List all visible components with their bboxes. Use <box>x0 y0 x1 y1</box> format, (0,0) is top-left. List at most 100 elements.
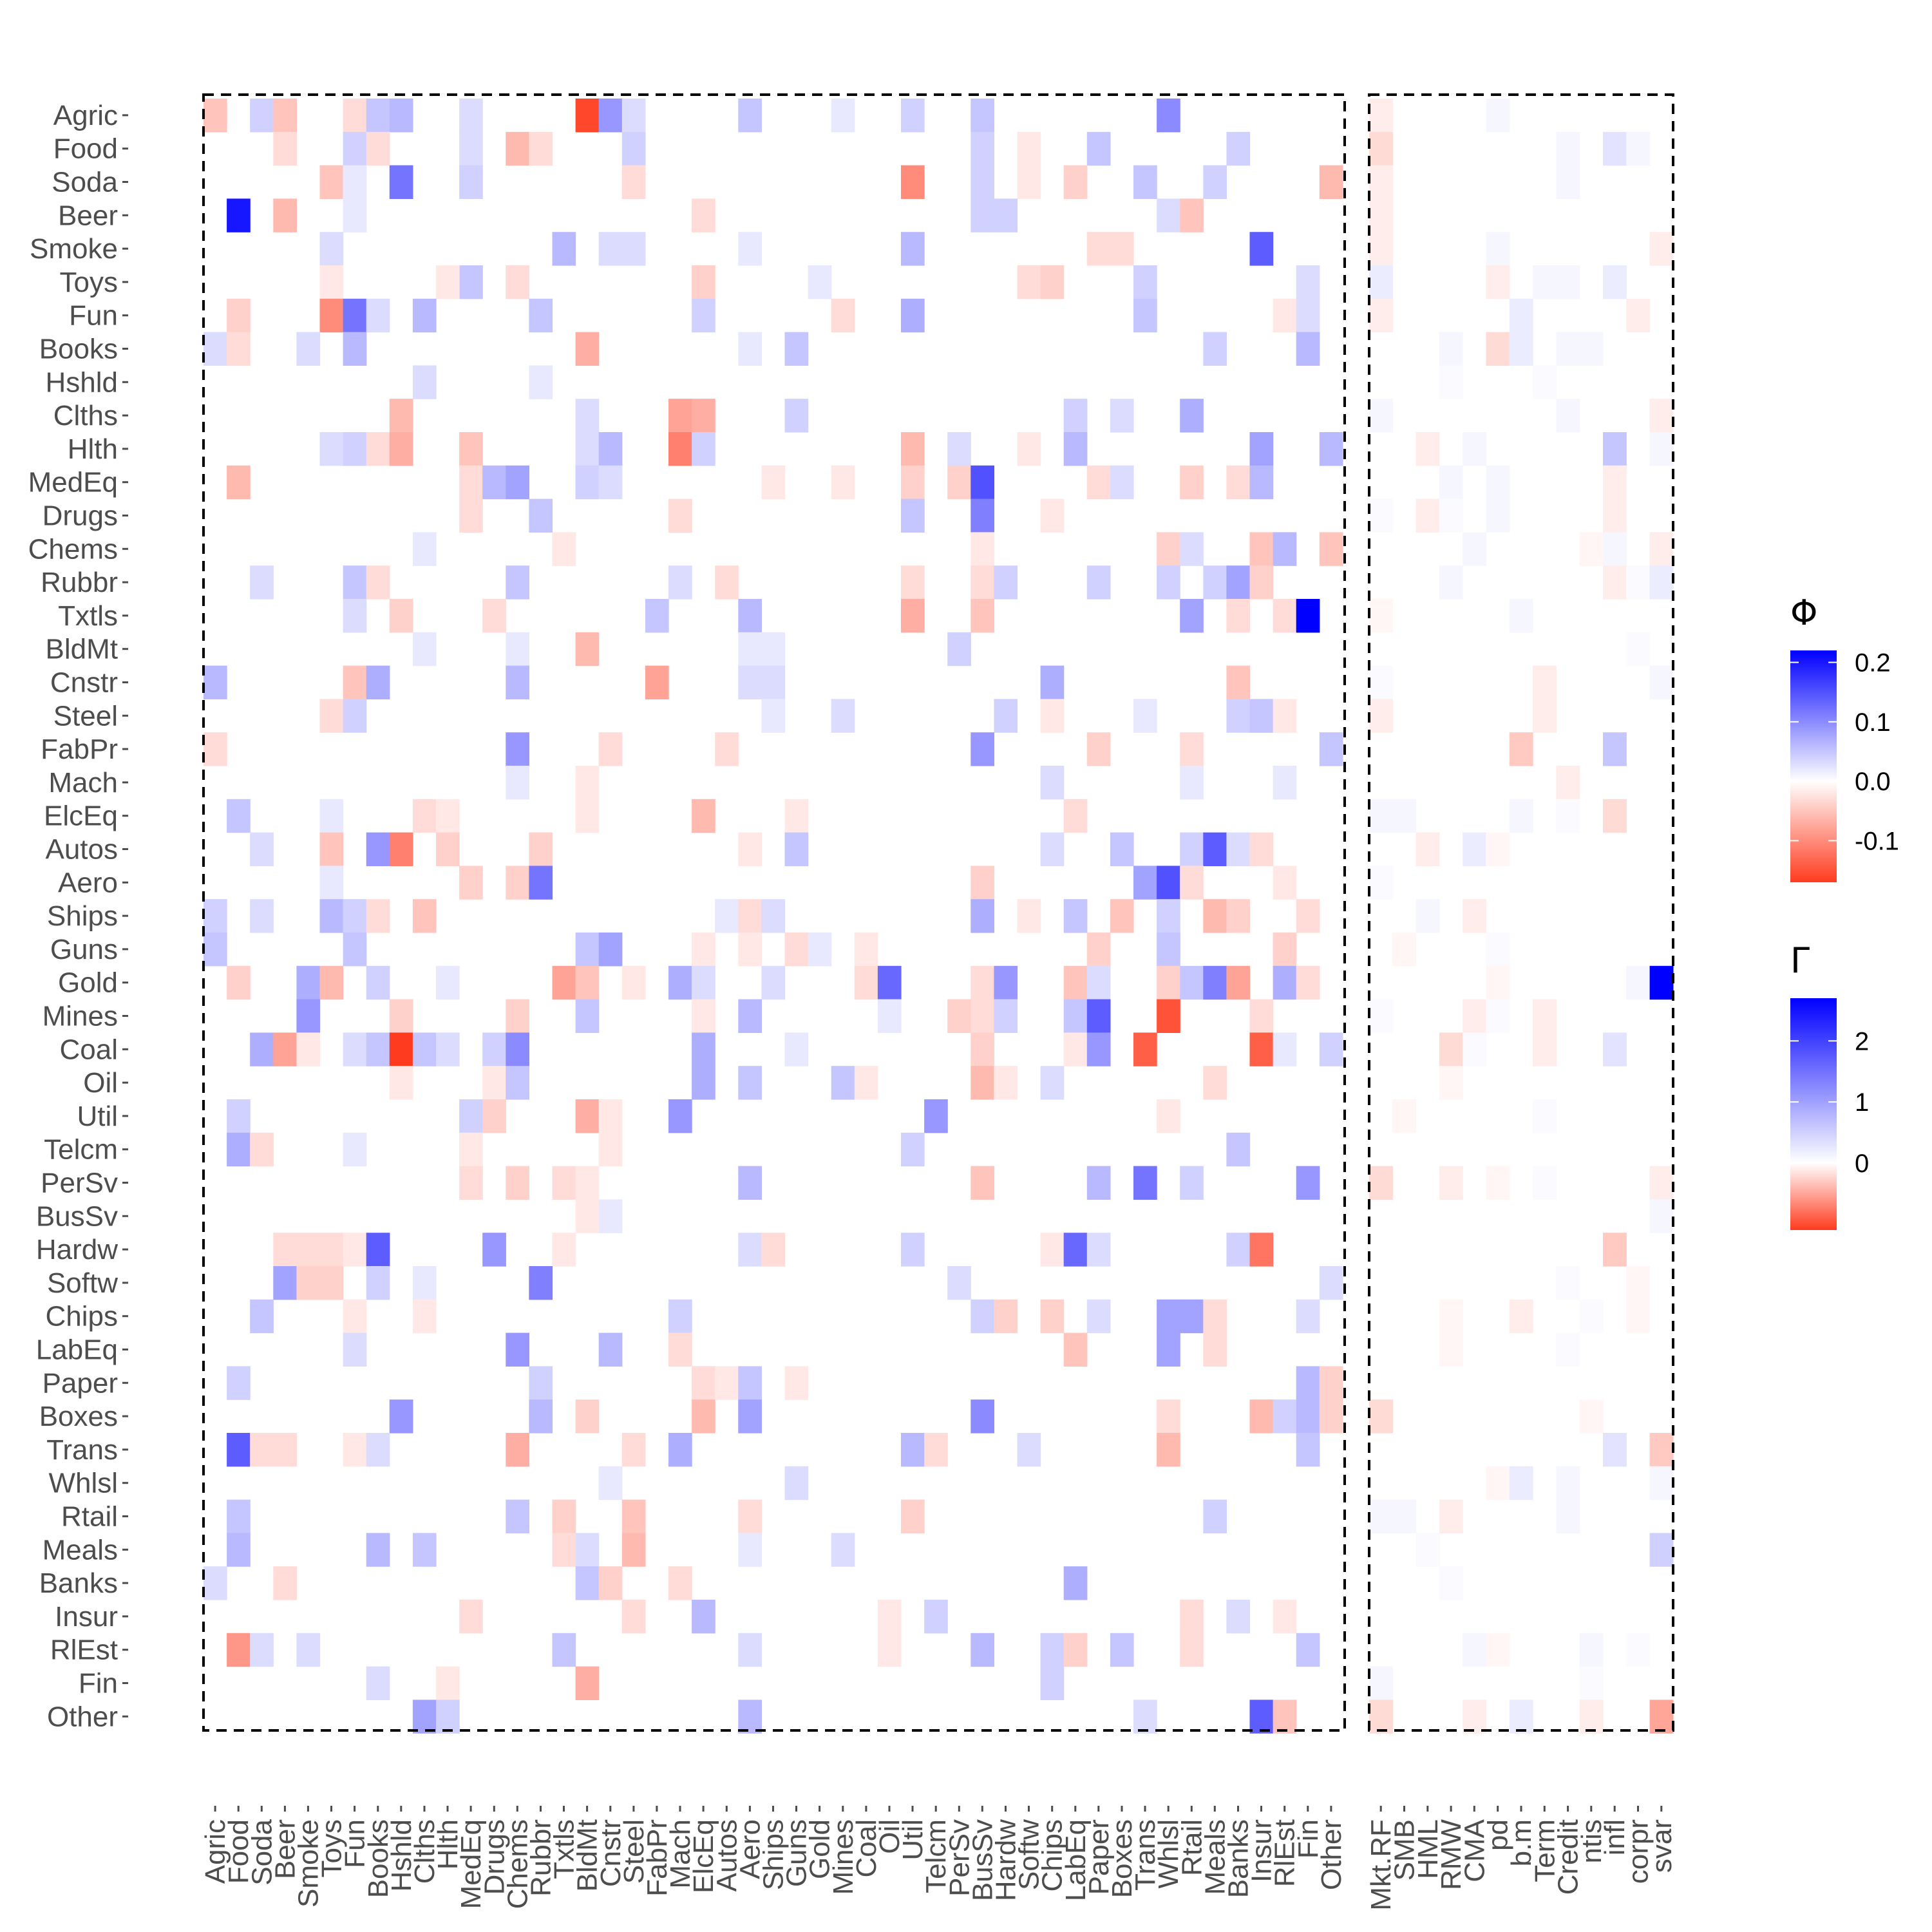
phi-cell-hardw-toys <box>319 1233 344 1267</box>
phi-col-label-whlsl: Whlsl <box>1153 1819 1184 1889</box>
phi-cell-rubbr-hardw <box>994 565 1018 600</box>
phi-cell-agric-whlsl <box>1157 99 1180 133</box>
phi-cell-medeq-food <box>227 465 251 500</box>
phi-cell-chems-insur <box>1249 532 1274 566</box>
gamma-cell-smoke-svar <box>1649 232 1674 266</box>
row-label-util: Util <box>77 1101 118 1132</box>
phi-cell-oil-drugs <box>482 1066 506 1100</box>
phi-cell-softw-books <box>366 1266 390 1300</box>
phi-cell-oil-bussv <box>971 1066 994 1100</box>
phi-cell-meals-aero <box>738 1533 762 1567</box>
phi-heatmap-cells <box>204 99 1343 1734</box>
phi-cell-other-rlest <box>1273 1700 1297 1734</box>
gamma-cell-txtls-mkt-rf <box>1369 599 1393 633</box>
phi-cell-ships-bussv <box>971 899 994 933</box>
phi-cell-soda-medeq <box>459 165 483 199</box>
phi-cell-softw-rubbr <box>529 1266 553 1300</box>
phi-col-label-drugs: Drugs <box>478 1819 510 1895</box>
phi-cell-cnstr-fun <box>343 665 367 699</box>
gamma-cell-mines-pd <box>1486 999 1510 1033</box>
phi-cell-ships-toys <box>319 899 344 933</box>
phi-cell-bldmt-persv <box>947 632 971 667</box>
gamma-cell-smoke-pd <box>1486 232 1510 266</box>
phi-col-label-oil: Oil <box>874 1819 905 1854</box>
phi-cell-gold-mach <box>668 965 692 1000</box>
phi-cell-rlest-aero <box>738 1633 762 1667</box>
phi-cell-oil-coal <box>854 1066 878 1100</box>
gamma-cell-rlest-cma <box>1463 1633 1487 1667</box>
gamma-col-label-infl: infl <box>1599 1819 1631 1855</box>
gamma-cell-persv-pd <box>1486 1166 1510 1200</box>
phi-cell-rlest-fin <box>1296 1633 1320 1667</box>
gamma-cell-boxes-mkt-rf <box>1369 1399 1393 1434</box>
phi-col-label-aero: Aero <box>734 1819 766 1879</box>
phi-cell-soda-fun <box>343 165 367 199</box>
phi-cell-trans-telcm <box>924 1433 948 1467</box>
row-label-food: Food <box>53 133 118 165</box>
phi-cell-fun-rubbr <box>529 298 553 333</box>
phi-cell-cnstr-ships <box>761 665 786 699</box>
gamma-cell-banks-rmw <box>1439 1566 1463 1600</box>
gamma-cell-drugs-mkt-rf <box>1369 498 1393 533</box>
phi-cell-toys-hlth <box>436 265 460 299</box>
gamma-panel-border <box>1368 93 1674 1732</box>
phi-cell-hlth-mach <box>668 432 692 466</box>
phi-cell-telcm-fun <box>343 1132 367 1167</box>
phi-col-label-persv: PerSv <box>943 1819 975 1897</box>
gamma-cell-drugs-hml <box>1416 498 1440 533</box>
gamma-cell-util-term <box>1533 1099 1557 1133</box>
phi-cell-medeq-bussv <box>971 465 994 500</box>
row-label-mines: Mines <box>43 1001 118 1032</box>
phi-cell-hardw-paper <box>1086 1233 1111 1267</box>
phi-cell-chips-mach <box>668 1299 692 1334</box>
phi-cell-food-beer <box>273 131 297 166</box>
phi-legend-colorbar <box>1790 650 1837 882</box>
phi-cell-paper-fin <box>1296 1366 1320 1400</box>
phi-cell-trans-beer <box>273 1433 297 1467</box>
phi-cell-boxes-bussv <box>971 1399 994 1434</box>
phi-cell-aero-whlsl <box>1157 866 1180 900</box>
phi-cell-cnstr-fabpr <box>645 665 669 699</box>
phi-cell-gold-meals <box>1203 965 1227 1000</box>
phi-cell-medeq-ships <box>761 465 786 500</box>
phi-cell-chems-other <box>1319 532 1343 566</box>
phi-cell-steel-toys <box>319 699 344 733</box>
gamma-cell-clths-svar <box>1649 399 1674 433</box>
phi-cell-fun-clths <box>412 298 437 333</box>
phi-cell-trans-whlsl <box>1157 1433 1180 1467</box>
phi-cell-bldmt-aero <box>738 632 762 667</box>
gamma-cell-hlth-svar <box>1649 432 1674 466</box>
phi-cell-bldmt-chems <box>506 632 529 667</box>
phi-col-label-chems: Chems <box>502 1819 533 1909</box>
row-label-guns: Guns <box>50 934 118 965</box>
phi-cell-boxes-fin <box>1296 1399 1320 1434</box>
phi-col-label-labeq: LabEq <box>1060 1819 1092 1901</box>
phi-cell-rlest-rtail <box>1180 1633 1204 1667</box>
phi-cell-toys-trans <box>1133 265 1157 299</box>
phi-cell-gold-ships <box>761 965 786 1000</box>
phi-cell-txtls-rlest <box>1273 599 1297 633</box>
phi-legend-tick-label: -0.1 <box>1855 827 1899 855</box>
phi-cell-hlth-other <box>1319 432 1343 466</box>
row-label-rtail: Rtail <box>61 1501 118 1533</box>
phi-cell-agric-fun <box>343 99 367 133</box>
phi-cell-fin-books <box>366 1666 390 1700</box>
gamma-cell-mines-cma <box>1463 999 1487 1033</box>
phi-cell-gold-elceq <box>692 965 715 1000</box>
phi-cell-soda-bussv <box>971 165 994 199</box>
phi-cell-autos-hlth <box>436 832 460 866</box>
phi-cell-medeq-medeq <box>459 465 483 500</box>
phi-cell-guns-guns <box>784 933 809 967</box>
phi-cell-chems-rlest <box>1273 532 1297 566</box>
phi-cell-chems-rtail <box>1180 532 1204 566</box>
gamma-cell-cnstr-svar <box>1649 665 1674 699</box>
phi-cell-coal-elceq <box>692 1032 715 1066</box>
gamma-col-label-credit: Credit <box>1553 1819 1584 1895</box>
phi-cell-util-drugs <box>482 1099 506 1133</box>
phi-cell-guns-agric <box>204 933 227 967</box>
phi-cell-boxes-bldmt <box>575 1399 600 1434</box>
phi-cell-guns-whlsl <box>1157 933 1180 967</box>
phi-cell-trans-util <box>901 1433 925 1467</box>
phi-cell-drugs-util <box>901 498 925 533</box>
